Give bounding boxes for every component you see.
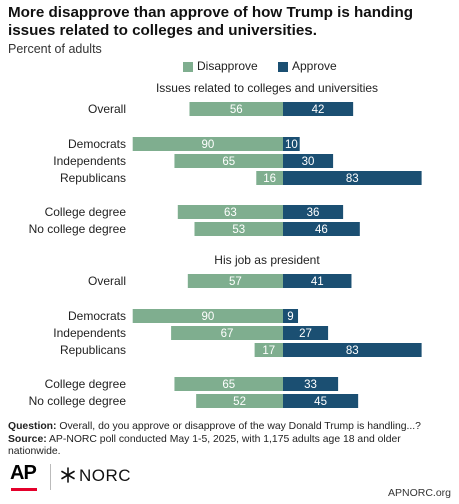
ap-logo-underline xyxy=(11,488,37,491)
data-label-disapprove: 65 xyxy=(222,379,235,391)
bar-disapprove xyxy=(187,274,283,288)
norc-logo: NORC xyxy=(79,466,132,485)
bar-approve xyxy=(283,222,360,236)
diverging-bar-chart: Issues related to colleges and universit… xyxy=(29,81,422,408)
bar-disapprove xyxy=(194,222,283,236)
bar-approve xyxy=(283,377,339,391)
bar-approve xyxy=(283,102,354,116)
row-label: Republicans xyxy=(60,343,126,357)
norc-star-icon xyxy=(61,467,75,483)
data-label-approve: 45 xyxy=(314,396,327,408)
bar-approve xyxy=(283,274,352,288)
row-label: No college degree xyxy=(29,394,127,408)
bar-disapprove xyxy=(132,137,283,151)
data-label-approve: 46 xyxy=(315,224,328,236)
panel-title-2: His job as president xyxy=(214,253,320,267)
bar-approve xyxy=(283,205,344,219)
bar-disapprove xyxy=(189,102,283,116)
bar-disapprove xyxy=(174,377,283,391)
data-label-disapprove: 16 xyxy=(263,173,276,185)
bar-disapprove xyxy=(196,394,283,408)
data-label-disapprove: 53 xyxy=(232,224,245,236)
data-label-approve: 33 xyxy=(304,379,317,391)
bar-disapprove xyxy=(174,154,283,168)
data-label-approve: 42 xyxy=(312,104,325,116)
footnote: Question: Overall, do you approve or dis… xyxy=(8,421,456,459)
panel-title-1: Issues related to colleges and universit… xyxy=(156,81,378,95)
source-note: Source: AP-NORC poll conducted May 1-5, … xyxy=(8,433,401,458)
ap-logo: AP xyxy=(10,462,37,484)
data-label-approve: 9 xyxy=(287,311,293,323)
bar-approve xyxy=(283,137,300,151)
row-label: Democrats xyxy=(68,137,126,151)
legend-swatch-approve xyxy=(278,62,288,72)
data-label-approve: 83 xyxy=(346,345,359,357)
data-label-disapprove: 56 xyxy=(230,104,243,116)
row-label: No college degree xyxy=(29,222,127,236)
data-label-disapprove: 67 xyxy=(221,328,234,340)
bar-approve xyxy=(283,154,334,168)
legend-label-disapprove: Disapprove xyxy=(197,59,258,73)
row-label: Independents xyxy=(53,154,126,168)
bar-disapprove xyxy=(132,309,283,323)
data-label-approve: 30 xyxy=(302,156,315,168)
data-label-disapprove: 90 xyxy=(201,139,214,151)
data-label-disapprove: 52 xyxy=(233,396,246,408)
row-label: Overall xyxy=(88,274,126,288)
data-label-disapprove: 63 xyxy=(224,207,237,219)
data-label-approve: 41 xyxy=(311,276,324,288)
logo-divider xyxy=(50,464,51,490)
bar-disapprove xyxy=(256,171,283,185)
chart-title: More disapprove than approve of how Trum… xyxy=(8,4,414,39)
bar-disapprove xyxy=(254,343,283,357)
row-label: Independents xyxy=(53,326,126,340)
row-label: Overall xyxy=(88,102,126,116)
data-label-approve: 36 xyxy=(307,207,320,219)
legend-swatch-disapprove xyxy=(183,62,193,72)
question-note: Question: Overall, do you approve or dis… xyxy=(8,421,421,432)
bar-disapprove xyxy=(177,205,283,219)
bar-approve xyxy=(283,326,329,340)
bar-approve xyxy=(283,171,422,185)
row-label: College degree xyxy=(45,205,127,219)
bar-approve xyxy=(283,343,422,357)
data-label-disapprove: 17 xyxy=(262,345,275,357)
chart-subtitle: Percent of adults xyxy=(8,42,102,56)
data-label-disapprove: 90 xyxy=(201,311,214,323)
bar-approve xyxy=(283,394,359,408)
row-label: College degree xyxy=(45,377,127,391)
row-label: Democrats xyxy=(68,309,126,323)
bar-approve xyxy=(283,309,299,323)
data-label-disapprove: 65 xyxy=(222,156,235,168)
row-label: Republicans xyxy=(60,171,126,185)
bar-disapprove xyxy=(171,326,283,340)
data-label-approve: 83 xyxy=(346,173,359,185)
legend: Disapprove Approve xyxy=(0,58,459,76)
data-label-approve: 27 xyxy=(299,328,312,340)
data-label-approve: 10 xyxy=(285,139,298,151)
data-label-disapprove: 57 xyxy=(229,276,242,288)
legend-label-approve: Approve xyxy=(292,59,337,73)
site-url: APNORC.org xyxy=(387,487,451,499)
